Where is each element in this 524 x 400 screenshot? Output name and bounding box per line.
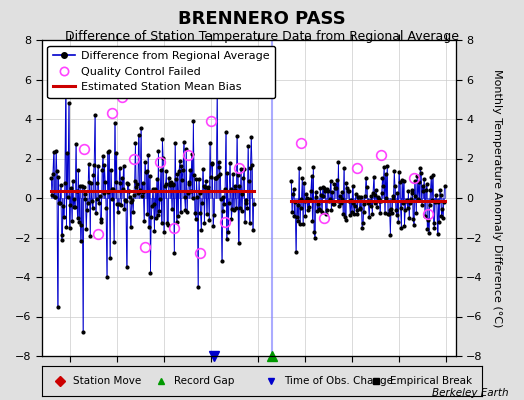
- Legend: Difference from Regional Average, Quality Control Failed, Estimated Station Mean: Difference from Regional Average, Qualit…: [48, 46, 275, 98]
- Text: Station Move: Station Move: [73, 376, 141, 386]
- Text: Time of Obs. Change: Time of Obs. Change: [284, 376, 393, 386]
- Text: Record Gap: Record Gap: [174, 376, 234, 386]
- Text: Empirical Break: Empirical Break: [390, 376, 472, 386]
- Text: Berkeley Earth: Berkeley Earth: [432, 388, 508, 398]
- Text: BRENNERO PASS: BRENNERO PASS: [178, 10, 346, 28]
- Y-axis label: Monthly Temperature Anomaly Difference (°C): Monthly Temperature Anomaly Difference (…: [492, 69, 502, 327]
- Text: Difference of Station Temperature Data from Regional Average: Difference of Station Temperature Data f…: [65, 30, 459, 43]
